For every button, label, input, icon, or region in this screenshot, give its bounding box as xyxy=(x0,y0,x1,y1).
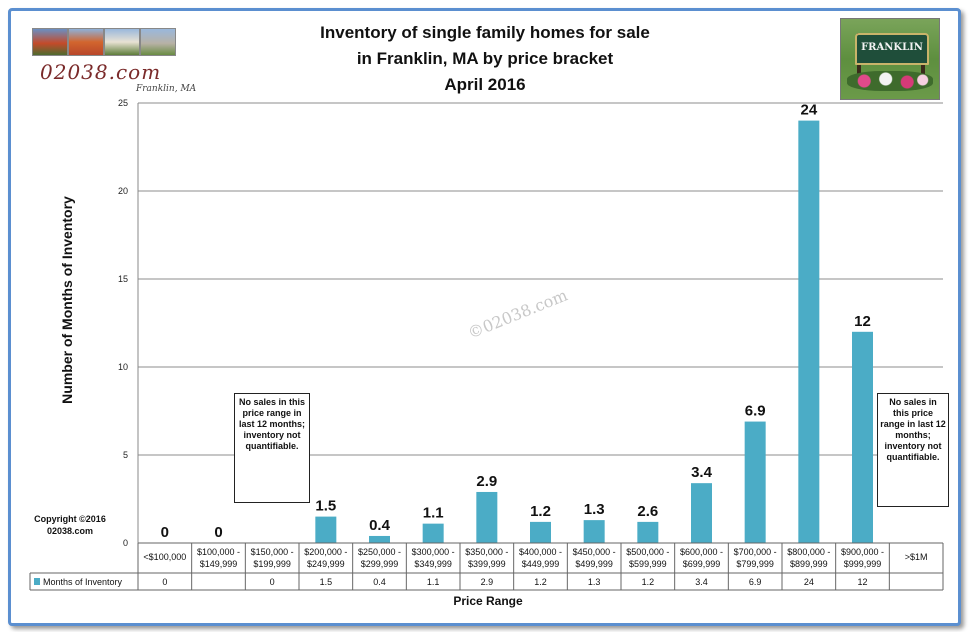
copyright-notice: Copyright ©2016 02038.com xyxy=(30,513,110,537)
chart-title-line-1: Inventory of single family homes for sal… xyxy=(320,23,650,42)
chart-title-line-2: in Franklin, MA by price bracket xyxy=(356,49,614,68)
copyright-line-1: Copyright ©2016 xyxy=(34,514,106,524)
logo-text: 02038.com xyxy=(40,60,162,84)
copyright-line-2: 02038.com xyxy=(46,526,94,536)
franklin-sign-photo: FRANKLIN xyxy=(840,18,940,100)
logo-subtext: Franklin, MA xyxy=(136,84,197,94)
chart-title-line-3: April 2016 xyxy=(444,75,526,94)
logo-photo-4 xyxy=(140,28,176,56)
chart-title: Inventory of single family homes for sal… xyxy=(230,20,740,98)
flower-bed xyxy=(847,71,933,91)
site-logo: 02038.com Franklin, MA xyxy=(32,28,196,98)
note-no-sales-right: No sales in this price range in last 12 … xyxy=(877,393,949,507)
note-no-sales-left: No sales in this price range in last 12 … xyxy=(234,393,310,503)
logo-photo-2 xyxy=(68,28,104,56)
logo-photo-1 xyxy=(32,28,68,56)
logo-photo-3 xyxy=(104,28,140,56)
sign-board: FRANKLIN xyxy=(855,33,929,65)
